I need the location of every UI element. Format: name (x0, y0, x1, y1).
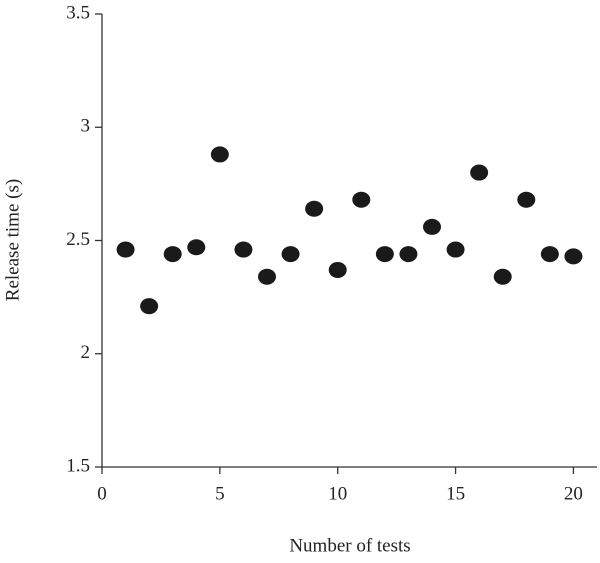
point (328, 261, 347, 278)
point (517, 191, 536, 208)
point (187, 239, 206, 256)
point (446, 241, 465, 258)
point (352, 191, 371, 208)
x-axis-label: Number of tests (289, 535, 410, 556)
point (423, 218, 441, 235)
point (540, 246, 559, 263)
x-tick-label: 5 (215, 483, 225, 504)
point (234, 241, 253, 258)
x-tick-label: 20 (564, 483, 583, 504)
y-axis-label: Release time (s) (2, 179, 23, 301)
point (116, 241, 135, 258)
point (493, 268, 512, 285)
y-tick-label: 2 (81, 342, 91, 363)
x-tick-label: 15 (446, 483, 465, 504)
point (399, 246, 418, 263)
y-tick-label: 2.5 (66, 229, 90, 250)
y-tick-label: 3.5 (66, 2, 90, 23)
point (281, 246, 300, 263)
point (140, 298, 159, 315)
point (163, 246, 182, 263)
point (258, 268, 276, 285)
x-tick-label: 10 (328, 483, 347, 504)
point (470, 164, 489, 181)
point (564, 248, 583, 265)
y-tick-label: 1.5 (66, 455, 90, 476)
x-tick-label: 0 (97, 483, 107, 504)
point (210, 146, 229, 163)
point (305, 200, 324, 217)
point (375, 246, 394, 263)
y-tick-label: 3 (81, 116, 91, 137)
